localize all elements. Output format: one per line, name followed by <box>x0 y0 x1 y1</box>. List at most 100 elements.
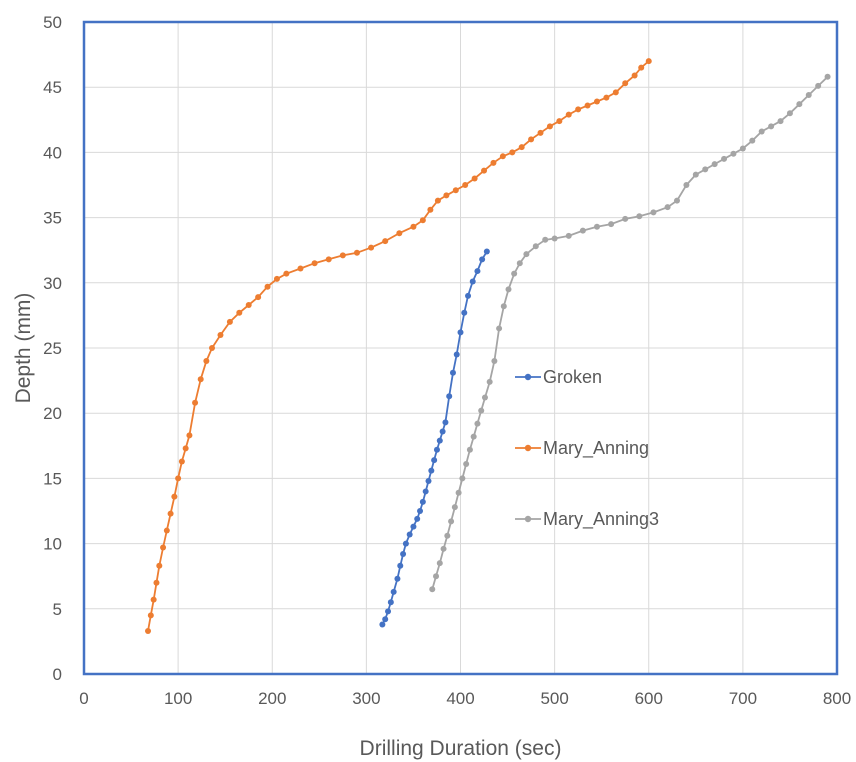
data-point <box>325 256 332 263</box>
data-point <box>385 608 392 615</box>
data-point <box>245 301 252 308</box>
tick-labels: 0 100 200 300 400 500 600 700 800 0 5 10 15 20 25 30 35 4… <box>43 13 851 708</box>
data-point <box>470 433 477 440</box>
data-point <box>439 428 446 435</box>
data-point <box>565 232 572 239</box>
data-point <box>758 128 765 135</box>
data-point <box>551 235 558 242</box>
data-point <box>805 92 812 99</box>
data-point <box>387 599 394 606</box>
data-point <box>749 137 756 144</box>
data-point <box>171 493 178 500</box>
y-tick-label: 5 <box>53 600 62 619</box>
data-point <box>368 244 375 251</box>
data-point <box>500 303 507 310</box>
data-point <box>584 102 591 109</box>
data-point <box>433 446 440 453</box>
data-point <box>593 223 600 230</box>
legend-marker <box>524 515 532 523</box>
data-point <box>182 445 189 452</box>
data-point <box>457 329 464 336</box>
data-point <box>339 252 346 259</box>
data-point <box>167 510 174 517</box>
data-point <box>471 175 478 182</box>
x-tick-label: 800 <box>823 689 851 708</box>
data-point <box>481 394 488 401</box>
data-point <box>478 407 485 414</box>
y-axis-title: Depth (mm) <box>12 293 35 404</box>
data-point <box>451 504 458 511</box>
data-point <box>645 58 652 65</box>
x-tick-label: 300 <box>352 689 380 708</box>
data-point <box>556 118 563 125</box>
data-point <box>400 551 407 558</box>
x-tick-label: 500 <box>540 689 568 708</box>
data-point <box>622 80 629 87</box>
data-point <box>608 221 615 228</box>
data-point <box>192 399 199 406</box>
data-point <box>145 627 152 634</box>
data-point <box>419 498 426 505</box>
data-point <box>402 540 409 547</box>
data-point <box>463 461 470 468</box>
data-point <box>622 215 629 222</box>
data-point <box>419 217 426 224</box>
data-point <box>638 64 645 71</box>
data-point <box>236 309 243 316</box>
data-point <box>436 437 443 444</box>
data-point <box>394 575 401 582</box>
data-point <box>297 265 304 272</box>
y-tick-label: 50 <box>43 13 62 32</box>
legend-item: Mary_Anning3 <box>515 509 659 530</box>
y-tick-label: 10 <box>43 535 62 554</box>
data-point <box>511 270 518 277</box>
data-point <box>209 345 216 351</box>
y-tick-label: 40 <box>43 143 62 162</box>
data-point <box>636 213 643 220</box>
data-point <box>509 149 516 156</box>
data-point <box>417 508 424 514</box>
data-point <box>474 268 481 275</box>
data-point <box>486 378 493 385</box>
data-point <box>721 155 728 162</box>
data-point <box>496 325 503 332</box>
data-point <box>532 243 539 250</box>
data-point <box>203 358 210 365</box>
legend-item: Mary_Anning <box>515 438 649 459</box>
data-point <box>452 187 459 194</box>
data-point <box>565 111 572 118</box>
legend-marker <box>524 373 532 381</box>
data-point <box>537 129 544 136</box>
data-point <box>283 270 290 277</box>
data-point <box>650 209 657 216</box>
x-tick-label: 0 <box>79 689 88 708</box>
data-point <box>730 150 737 157</box>
data-point <box>197 376 204 383</box>
data-point <box>444 532 451 539</box>
data-point <box>379 621 386 628</box>
data-point <box>469 278 476 285</box>
data-point <box>516 260 523 267</box>
data-point <box>579 227 586 234</box>
data-point <box>390 588 397 595</box>
data-point <box>178 458 185 465</box>
data-point <box>491 358 498 365</box>
data-point <box>422 488 429 495</box>
data-point <box>186 432 193 439</box>
data-point <box>603 94 610 101</box>
data-point <box>440 545 447 552</box>
legend-marker <box>524 444 532 452</box>
data-point <box>777 118 784 125</box>
data-point <box>459 475 466 482</box>
data-point <box>461 309 468 316</box>
series-groken <box>379 248 490 628</box>
data-point <box>217 331 224 338</box>
legend-label: Mary_Anning3 <box>543 509 659 530</box>
data-point <box>273 275 280 282</box>
data-point <box>264 283 271 290</box>
data-point <box>462 182 469 188</box>
data-point <box>528 136 535 143</box>
data-point <box>453 351 460 358</box>
data-point <box>147 612 154 619</box>
